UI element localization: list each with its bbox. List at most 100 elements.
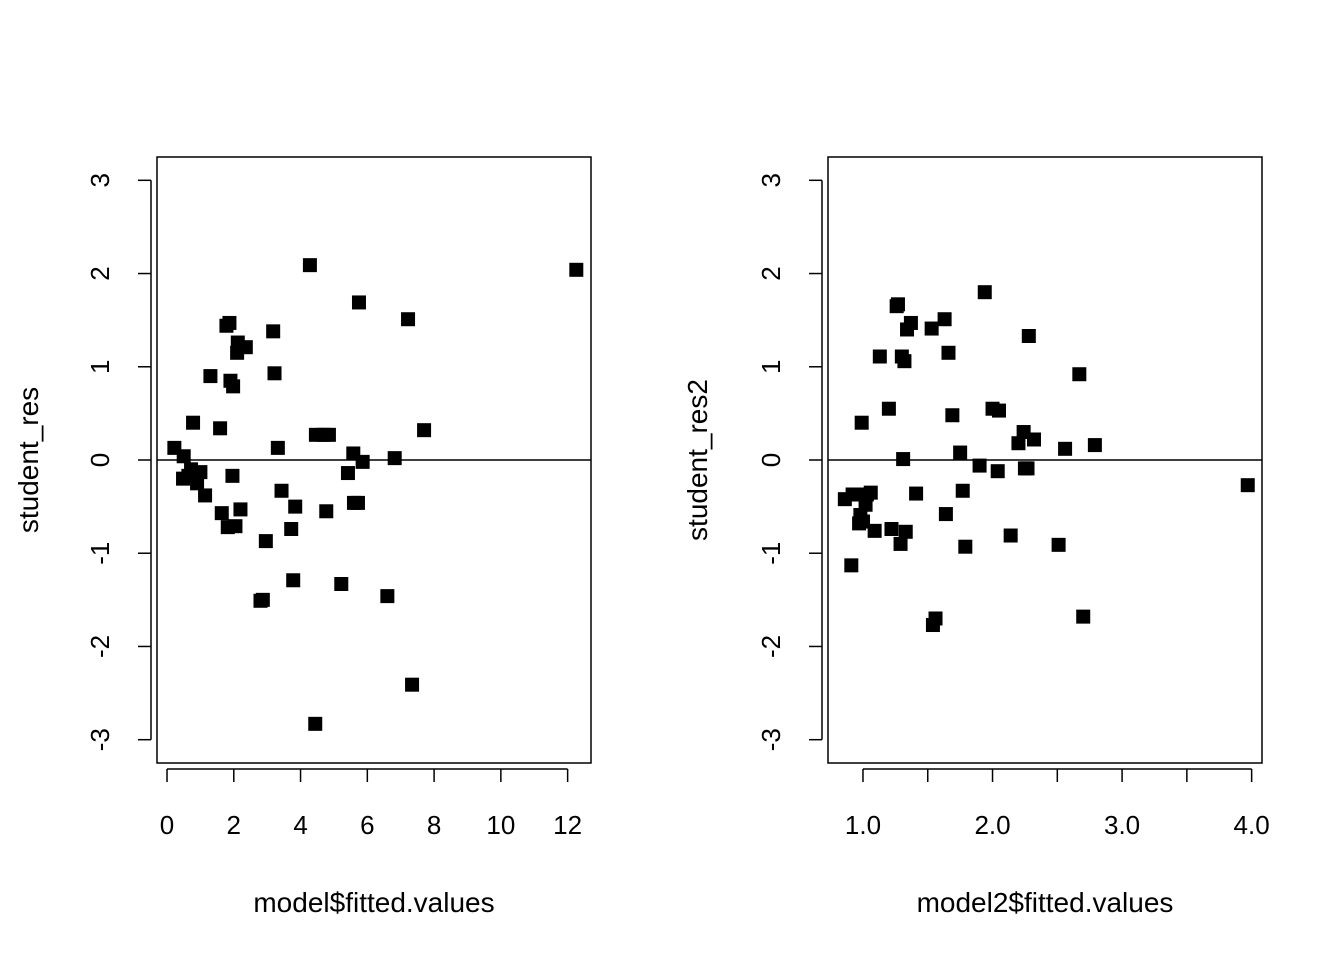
data-point: [938, 507, 953, 522]
data-point: [872, 349, 887, 364]
data-point: [417, 423, 432, 438]
data-point: [186, 415, 201, 430]
data-point: [867, 523, 882, 538]
data-point: [225, 468, 240, 483]
x-tick-label: 8: [427, 810, 441, 840]
data-point: [198, 488, 213, 503]
data-point: [401, 312, 416, 327]
data-point: [928, 611, 943, 626]
data-point: [321, 427, 336, 442]
data-point: [288, 499, 303, 514]
data-point: [903, 315, 918, 330]
data-point: [334, 576, 349, 591]
y-axis-title: student_res2: [682, 379, 713, 541]
y-tick-label: -3: [85, 728, 115, 751]
data-point: [569, 262, 584, 277]
data-point: [203, 369, 218, 384]
data-point: [1003, 528, 1018, 543]
data-point: [1087, 438, 1102, 453]
y-tick-label: 1: [85, 360, 115, 374]
x-tick-label: 1.0: [845, 810, 881, 840]
data-point: [884, 521, 899, 536]
y-tick-label: 2: [85, 266, 115, 280]
data-point: [255, 592, 270, 607]
x-tick-label: 6: [360, 810, 374, 840]
y-tick-label: -3: [756, 728, 786, 751]
data-point: [238, 340, 253, 355]
y-tick-label: -2: [85, 635, 115, 658]
data-point: [844, 558, 859, 573]
x-tick-label: 0: [160, 810, 174, 840]
data-point: [190, 476, 205, 491]
x-axis-title: model2$fitted.values: [917, 887, 1174, 918]
data-point: [228, 519, 243, 534]
x-tick-label: 3.0: [1104, 810, 1140, 840]
left-residual-plot: 0 2 4 6 8 10 12-3-2-10123model$fitted.valuesst…: [13, 156, 592, 918]
data-point: [222, 315, 237, 330]
data-point: [319, 504, 334, 519]
data-point: [924, 321, 939, 336]
data-point: [380, 589, 395, 604]
data-point: [953, 445, 968, 460]
data-point: [274, 483, 289, 498]
x-tick-label: 2.0: [974, 810, 1010, 840]
data-point: [945, 408, 960, 423]
data-point: [266, 324, 281, 339]
y-tick-label: -2: [756, 635, 786, 658]
data-point: [270, 440, 285, 455]
x-tick-label: 4.0: [1234, 810, 1270, 840]
data-point: [1021, 329, 1036, 344]
data-point: [193, 465, 208, 480]
data-point: [302, 258, 317, 273]
data-point: [1051, 537, 1066, 552]
data-point: [350, 495, 365, 510]
data-point: [1058, 441, 1073, 456]
data-point: [972, 458, 987, 473]
data-point: [284, 521, 299, 536]
data-point: [990, 464, 1005, 479]
data-point: [977, 285, 992, 300]
x-tick-label: 2: [227, 810, 241, 840]
data-point: [213, 421, 228, 436]
data-point: [405, 677, 420, 692]
data-point: [267, 366, 282, 381]
data-point: [941, 345, 956, 360]
data-point: [955, 483, 970, 498]
x-tick-label: 12: [553, 810, 582, 840]
data-point: [854, 415, 869, 430]
data-point: [897, 354, 912, 369]
data-point: [896, 452, 911, 467]
data-point: [286, 573, 301, 588]
y-tick-label: 0: [756, 453, 786, 467]
y-tick-label: -1: [756, 542, 786, 565]
y-axis-title: student_res: [13, 387, 44, 533]
data-point: [1020, 461, 1035, 476]
y-tick-label: 1: [756, 360, 786, 374]
data-point: [1240, 478, 1255, 493]
x-tick-label: 10: [486, 810, 515, 840]
y-tick-label: 0: [85, 453, 115, 467]
data-point: [893, 536, 908, 551]
data-point: [1026, 432, 1041, 447]
data-point: [890, 297, 905, 312]
y-tick-label: 2: [756, 266, 786, 280]
data-point: [855, 514, 870, 529]
data-point: [1072, 367, 1087, 382]
data-point: [308, 716, 323, 731]
data-point: [176, 449, 191, 464]
data-point: [387, 451, 402, 466]
data-point: [340, 466, 355, 481]
data-point: [898, 524, 913, 539]
y-tick-label: 3: [756, 173, 786, 187]
data-point: [214, 506, 229, 521]
data-point: [226, 379, 241, 394]
data-point: [355, 454, 370, 469]
data-point: [1011, 436, 1026, 451]
data-point: [863, 485, 878, 500]
data-point: [958, 539, 973, 554]
data-point: [881, 401, 896, 416]
data-point: [351, 295, 366, 310]
x-axis-title: model$fitted.values: [253, 887, 494, 918]
data-point: [258, 534, 273, 549]
